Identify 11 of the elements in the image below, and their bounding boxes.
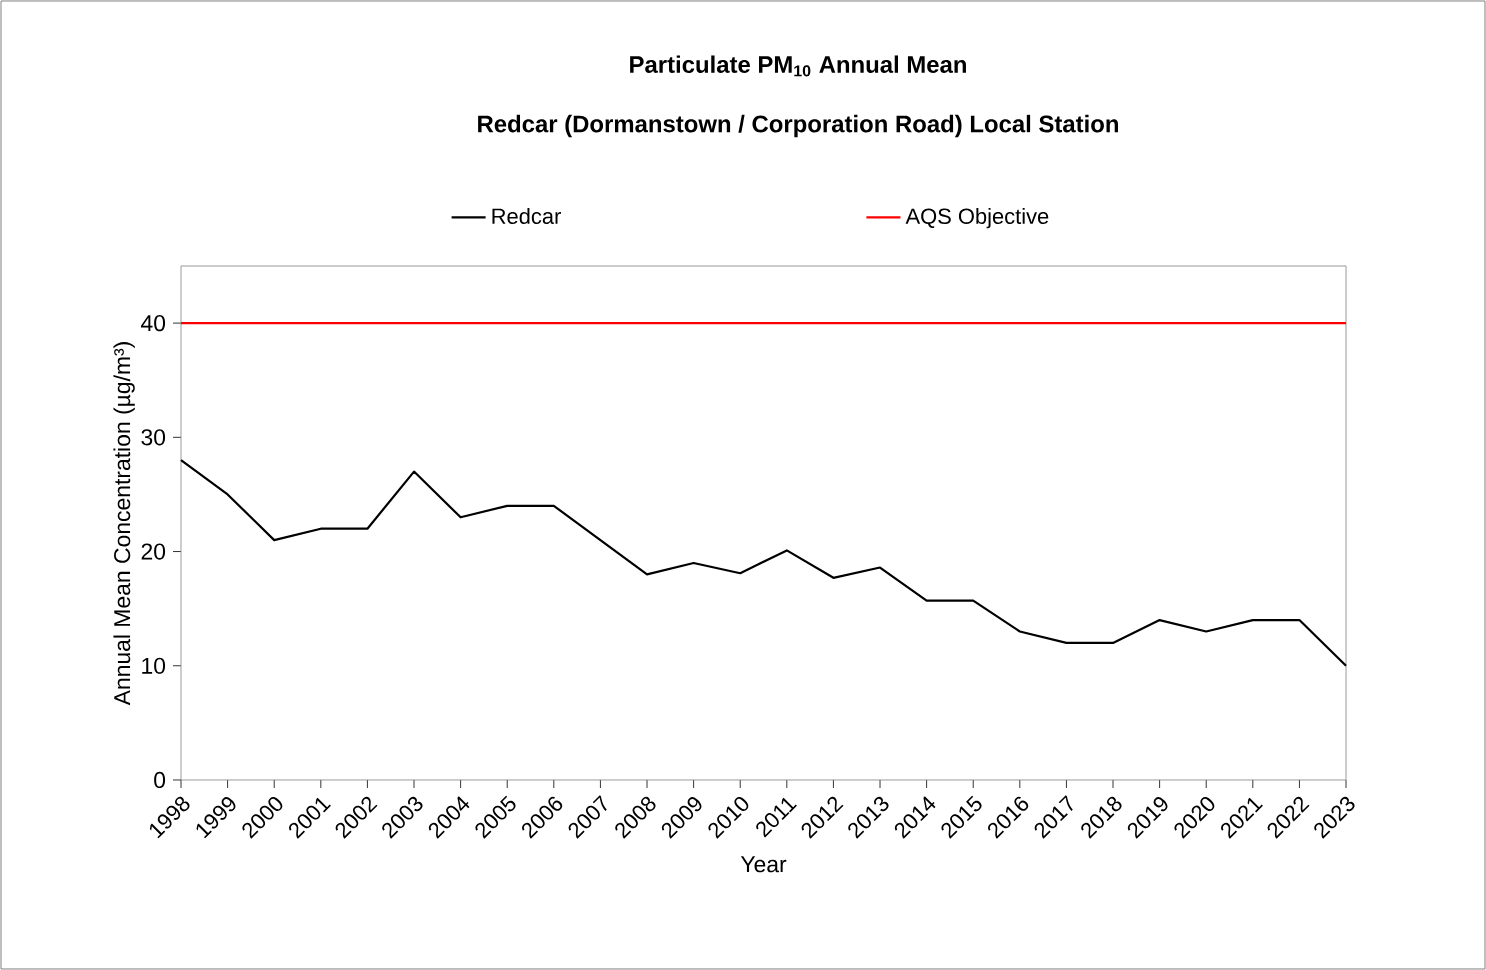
y-tick-label: 20 <box>141 543 166 560</box>
chart-title: Particulate PM$_{10}$ Annual Mean <box>630 55 966 77</box>
y-tick-label: 0 <box>154 771 166 789</box>
chart-subtitle: Redcar (Dormanstown / Corporation Road) Local Station <box>478 114 1118 138</box>
legend-label: AQS Objective <box>905 207 1049 229</box>
y-tick-label: 30 <box>141 429 166 446</box>
legend-label: Redcar <box>492 207 561 225</box>
y-axis-title: Annual Mean Concentration (µg/m³) <box>113 342 135 706</box>
x-axis-title: Year <box>740 856 787 873</box>
y-tick-label: 40 <box>141 314 166 332</box>
y-tick-label: 10 <box>142 657 166 674</box>
